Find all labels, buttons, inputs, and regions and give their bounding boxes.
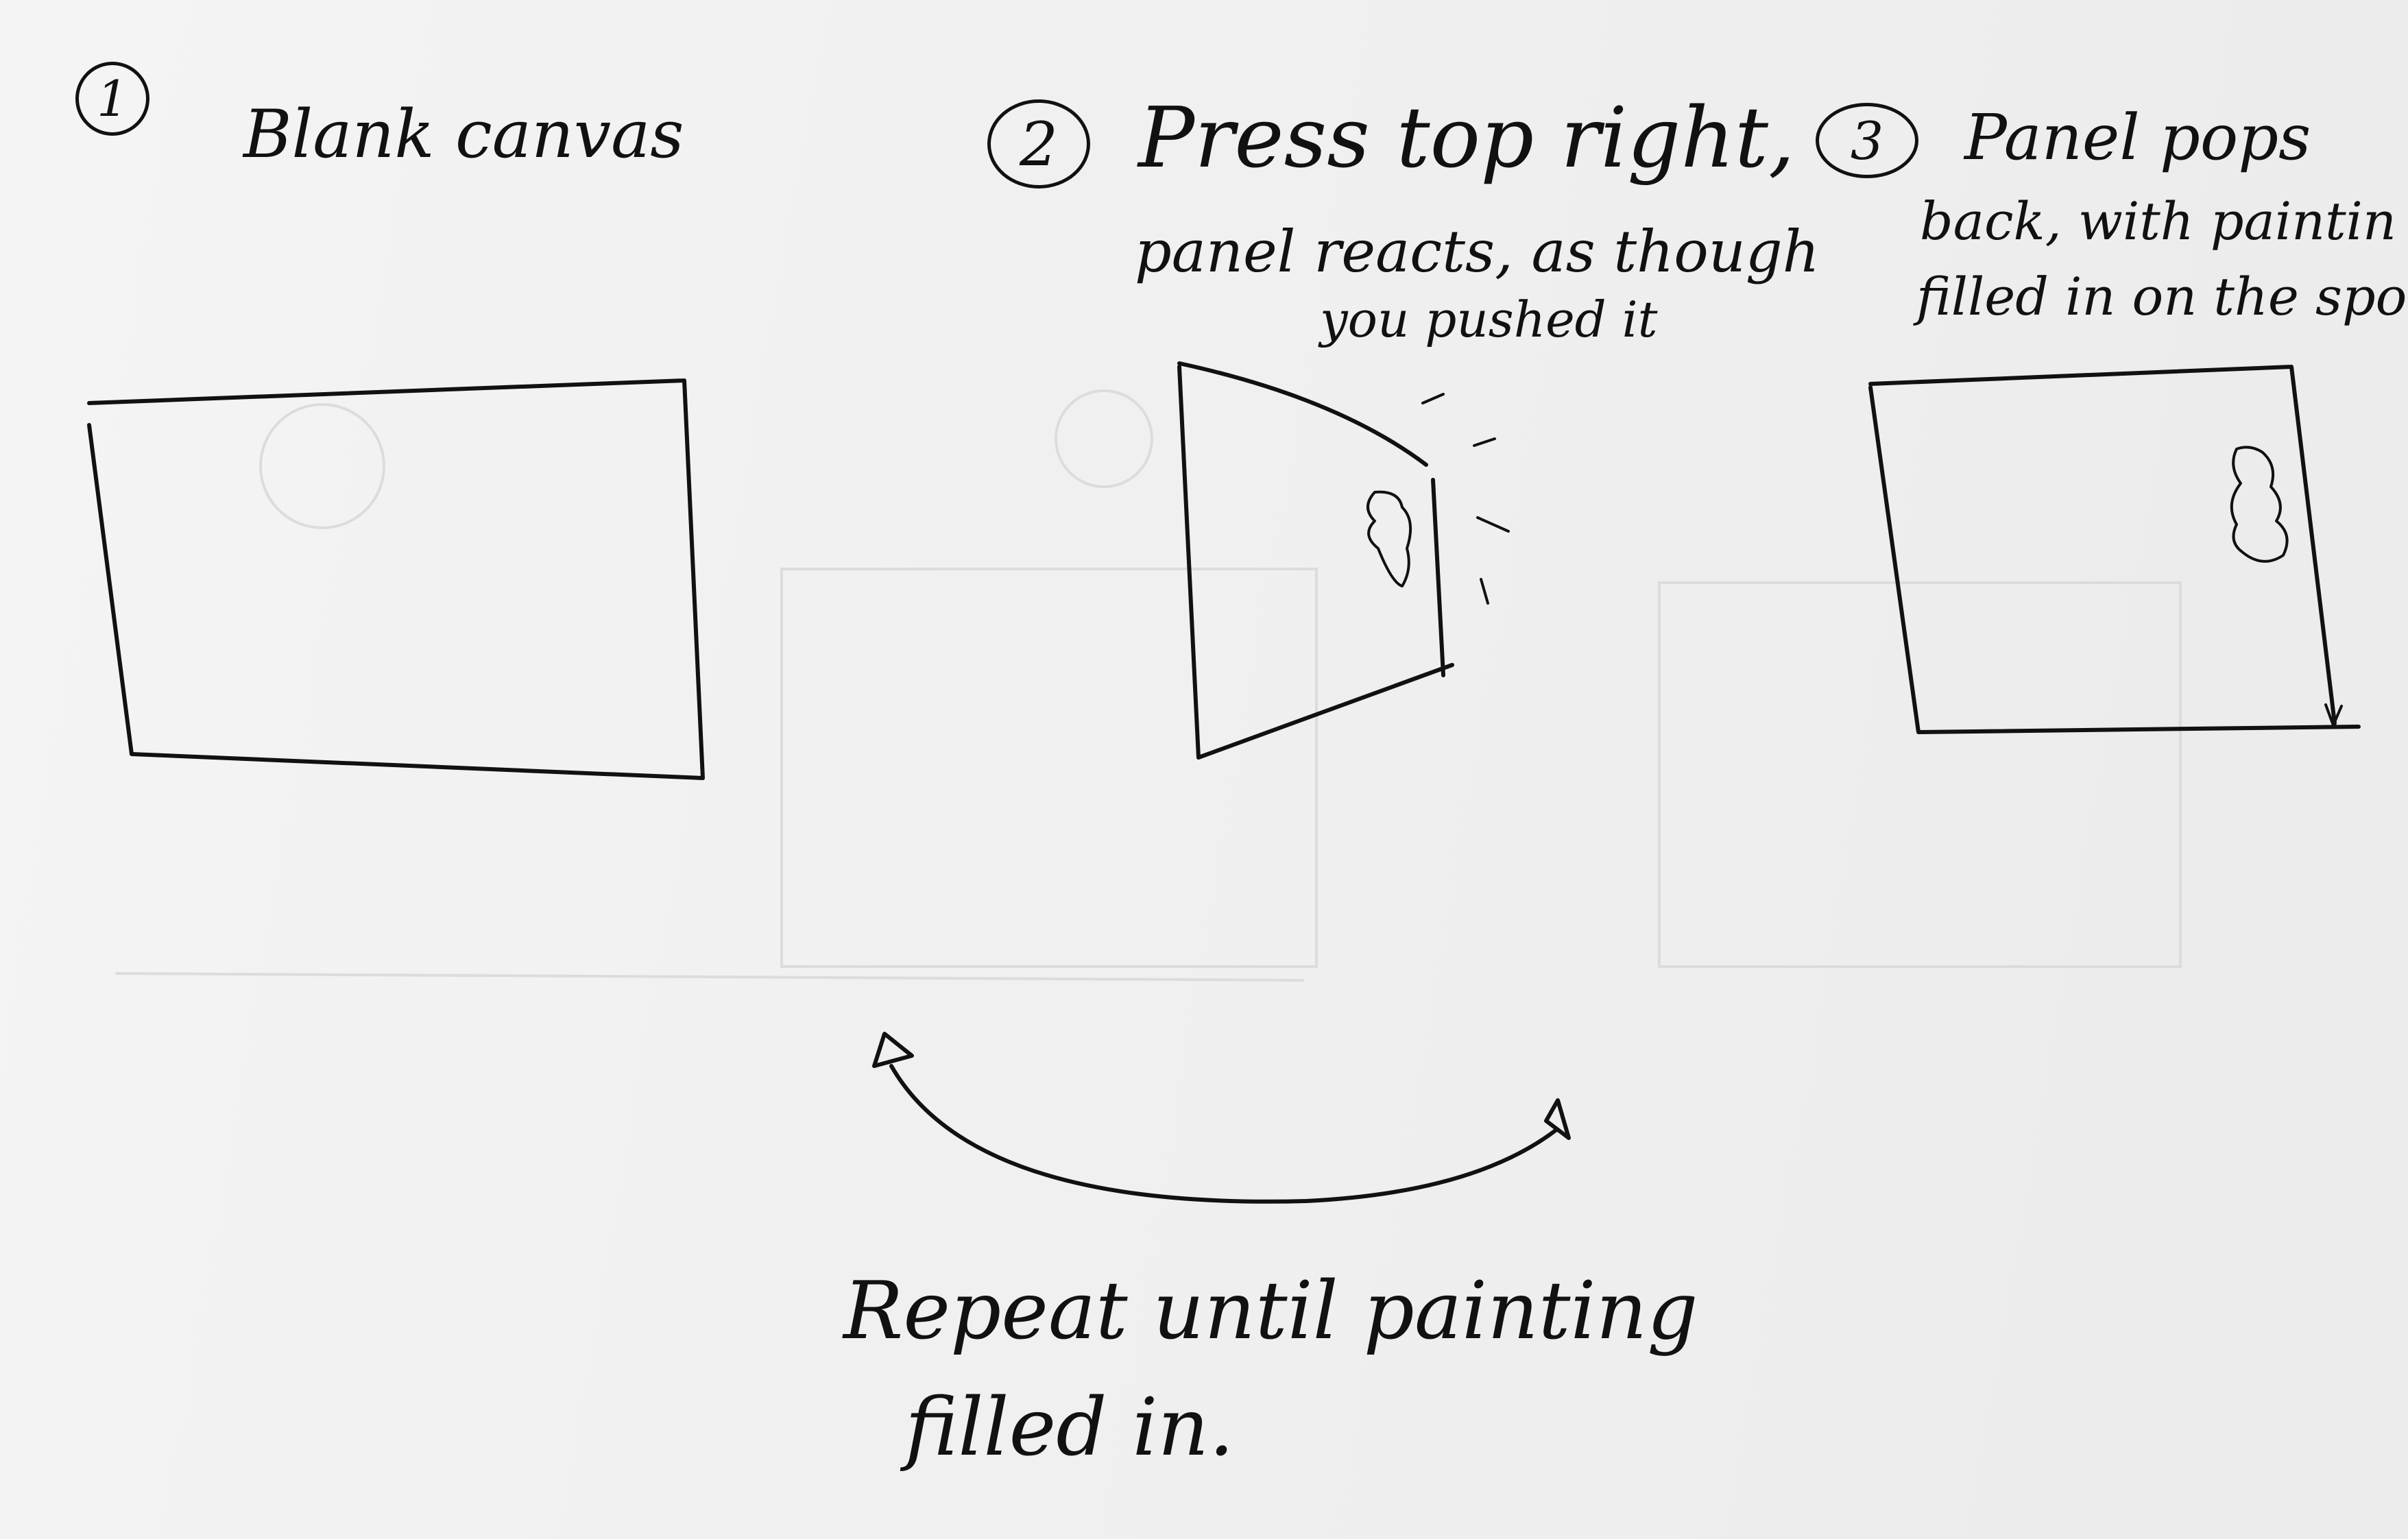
step-1-number: 1 (75, 62, 149, 136)
step-1-caption: Blank canvas (243, 96, 684, 173)
popped-panel-arrow-tip (2324, 703, 2343, 727)
repeat-loop-arrow (889, 1064, 1558, 1204)
step-3-caption-line-3: filled in on the spot (1916, 266, 2408, 327)
step-3-caption-line-1: Panel pops (1964, 101, 2311, 174)
repeat-caption-line-1: Repeat until painting (843, 1265, 1698, 1357)
step-2-caption-line-2: panel reacts, as though (1135, 218, 1820, 285)
step-1-number-label: 1 (97, 70, 128, 128)
repeat-arrow-head-right (1544, 1098, 1571, 1140)
step-2-number-label: 2 (1020, 108, 1058, 180)
pushed-panel-frame (1177, 361, 1454, 760)
pushed-panel-paint-blob (1366, 490, 1412, 587)
step-3-number: 3 (1816, 103, 1918, 178)
step-2-caption-line-3: you pushed it (1320, 291, 1658, 348)
blank-canvas-frame (87, 378, 705, 780)
step-3-caption-line-2: back, with paintin (1920, 191, 2396, 252)
filled-paint-patch (2230, 446, 2289, 563)
popped-panel-frame (1868, 365, 2361, 734)
ghost-marks (115, 389, 2182, 982)
repeat-arrow-head-left (872, 1032, 914, 1068)
repeat-caption-line-2: filled in. (905, 1381, 1235, 1474)
step-2-caption-line-1: Press top right, (1138, 89, 1795, 186)
step-3-number-label: 3 (1850, 110, 1884, 171)
step-2-number: 2 (987, 99, 1090, 189)
impact-lines (1421, 393, 1510, 605)
